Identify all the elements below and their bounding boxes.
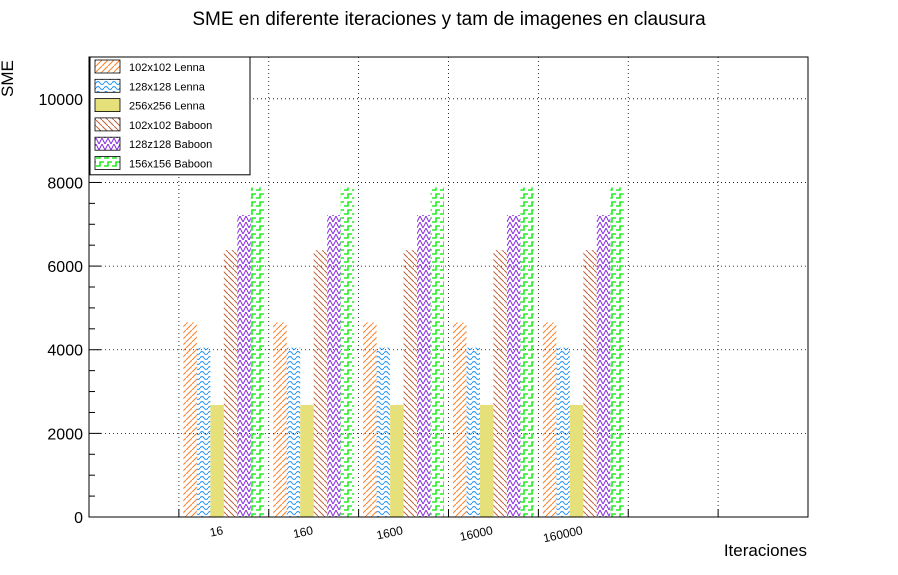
bar bbox=[403, 250, 418, 517]
legend-label: 128z128 Baboon bbox=[129, 139, 212, 151]
bar bbox=[250, 187, 265, 518]
bar bbox=[196, 347, 211, 517]
bar bbox=[430, 187, 445, 518]
legend-box bbox=[89, 56, 251, 176]
bar bbox=[286, 347, 301, 517]
legend-label: 156x156 Baboon bbox=[129, 159, 212, 171]
y-tick-label: 0 bbox=[74, 510, 83, 527]
y-tick-label: 8000 bbox=[47, 175, 83, 192]
bar bbox=[237, 215, 251, 517]
bar bbox=[479, 404, 494, 517]
legend-label: 102x102 Lenna bbox=[129, 62, 206, 74]
bar bbox=[273, 322, 287, 517]
y-tick-label: 2000 bbox=[47, 426, 83, 443]
bar bbox=[520, 187, 534, 518]
y-tick-label: 6000 bbox=[47, 259, 83, 276]
x-tick-label: 16000 bbox=[459, 523, 495, 544]
bar bbox=[300, 404, 314, 517]
bar bbox=[183, 322, 197, 517]
legend-swatch bbox=[94, 98, 121, 112]
bar bbox=[610, 187, 624, 518]
bar bbox=[223, 250, 238, 517]
bar bbox=[327, 215, 341, 517]
legend-label: 256x256 Lenna bbox=[129, 101, 206, 113]
legend-swatch bbox=[94, 59, 121, 74]
bar bbox=[556, 347, 570, 517]
bar bbox=[376, 347, 391, 517]
x-tick-label: 160000 bbox=[542, 523, 584, 545]
legend-swatch bbox=[94, 156, 121, 170]
bar bbox=[569, 404, 584, 517]
bar bbox=[452, 322, 467, 517]
legend-swatch bbox=[94, 117, 121, 132]
bar bbox=[493, 250, 507, 517]
bar bbox=[340, 187, 355, 518]
bar bbox=[596, 215, 611, 517]
y-tick-label: 10000 bbox=[39, 92, 84, 109]
x-tick-label: 160 bbox=[292, 523, 315, 541]
legend-swatch bbox=[94, 136, 121, 151]
bar bbox=[390, 404, 404, 517]
legend-label: 102x102 Baboon bbox=[129, 120, 212, 132]
bar bbox=[313, 250, 328, 517]
legend-label: 128x128 Lenna bbox=[129, 81, 206, 93]
bar bbox=[542, 322, 557, 517]
bar bbox=[506, 215, 521, 517]
axes: 0 2000 4000 6000 8000 10000 16 160 1600 16000 1600… bbox=[39, 56, 809, 545]
y-tick-label: 4000 bbox=[47, 343, 83, 360]
y-axis-label: SME bbox=[0, 60, 17, 97]
bar bbox=[210, 404, 224, 517]
bar bbox=[583, 250, 597, 517]
x-axis-label: Iteraciones bbox=[724, 541, 807, 560]
legend: 102x102 Lenna 128x128 Lenna 256x256 Lenna 1… bbox=[89, 56, 251, 176]
bars bbox=[93, 187, 804, 518]
x-tick-label: 16 bbox=[208, 523, 224, 540]
legend-swatch bbox=[94, 78, 121, 93]
bar bbox=[363, 322, 377, 517]
chart-title: SME en diferente iteraciones y tam de im… bbox=[192, 9, 706, 30]
x-tick-label: 1600 bbox=[375, 523, 404, 542]
bar bbox=[466, 347, 480, 517]
bar bbox=[417, 215, 431, 517]
